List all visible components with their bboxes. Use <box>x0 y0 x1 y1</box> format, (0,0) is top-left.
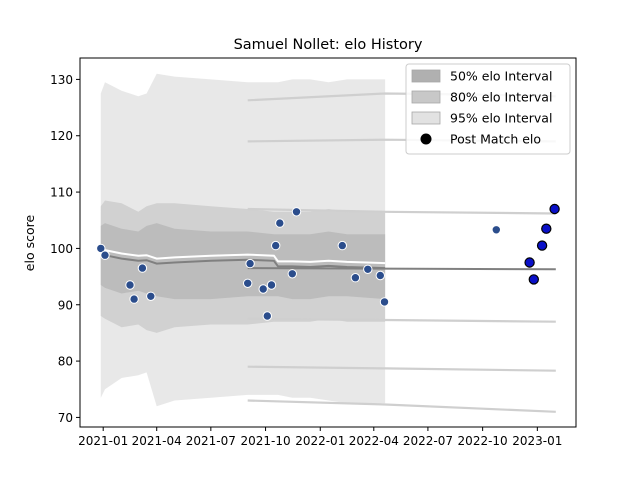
legend-label-1: 80% elo Interval <box>450 90 552 105</box>
post-match-point-14 <box>291 207 302 217</box>
x-tick-label-6: 2022-07 <box>403 434 453 448</box>
interval-edge-line-3 <box>247 317 556 323</box>
legend-label-3: Post Match elo <box>450 132 541 147</box>
post-match-point-15 <box>337 240 347 251</box>
post-match-point-16 <box>350 273 361 283</box>
post-match-point-0 <box>96 243 106 254</box>
x-tick-label-1: 2021-04 <box>132 434 182 448</box>
legend-marker-3 <box>420 133 432 145</box>
post-match-point-8 <box>258 284 268 294</box>
x-tick-label-8: 2023-01 <box>512 434 562 448</box>
recent-match-point-2 <box>536 240 548 251</box>
y-axis-label: elo score <box>22 215 37 272</box>
post-match-point-11 <box>271 240 281 251</box>
legend-label-0: 50% elo Interval <box>450 69 552 84</box>
x-tick-label-0: 2021-01 <box>78 434 128 448</box>
y-tick-label-4: 110 <box>50 186 73 200</box>
legend-box <box>405 63 571 155</box>
y-tick-label-6: 130 <box>50 73 73 87</box>
recent-match-point-1 <box>528 274 540 285</box>
post-match-point-9 <box>262 311 272 321</box>
mean-elo-line <box>100 253 386 270</box>
legend-swatch-2 <box>411 111 441 125</box>
post-match-point-12 <box>275 218 285 228</box>
recent-match-point-4 <box>549 203 560 215</box>
x-tick-label-3: 2021-10 <box>240 434 290 448</box>
recent-match-point-3 <box>541 223 552 234</box>
post-match-point-2 <box>125 280 135 290</box>
post-match-point-3 <box>129 294 139 304</box>
interval-edge-line-4 <box>247 365 556 372</box>
plot-frame <box>79 57 577 428</box>
post-match-point-18 <box>375 270 385 281</box>
post-match-point-19 <box>379 297 390 307</box>
x-tick-label-7: 2022-10 <box>458 434 508 448</box>
band-50-interval <box>100 223 386 300</box>
x-tick-label-5: 2022-04 <box>349 434 399 448</box>
interval-edge-line-5 <box>247 399 556 413</box>
y-tick-label-2: 90 <box>58 298 73 312</box>
recent-match-point-0 <box>524 257 535 268</box>
post-match-point-6 <box>243 278 253 288</box>
x-tick-label-4: 2022-01 <box>295 434 345 448</box>
post-match-point-20 <box>491 225 501 235</box>
chart-title: Samuel Nollet: elo History <box>234 37 423 53</box>
post-match-point-1 <box>100 250 110 260</box>
legend-swatch-0 <box>411 69 441 83</box>
post-match-point-7 <box>245 258 255 269</box>
post-match-point-5 <box>146 291 156 301</box>
post-match-point-4 <box>137 263 148 273</box>
y-tick-label-1: 80 <box>58 355 73 369</box>
mean-elo-line-extended <box>247 267 556 271</box>
mean-upper-line <box>100 248 386 265</box>
post-match-point-17 <box>363 264 373 274</box>
legend-swatch-1 <box>411 90 441 104</box>
y-tick-label-0: 70 <box>58 411 73 425</box>
plot-area <box>96 73 560 413</box>
legend-label-2: 95% elo Interval <box>450 111 552 126</box>
legend: 50% elo Interval 80% elo Interval 95% elo … <box>405 63 571 155</box>
post-match-point-13 <box>287 269 297 279</box>
x-tick-label-2: 2021-07 <box>186 434 236 448</box>
y-tick-label-5: 120 <box>50 129 73 143</box>
post-match-point-10 <box>266 280 277 290</box>
y-tick-label-3: 100 <box>50 242 73 256</box>
